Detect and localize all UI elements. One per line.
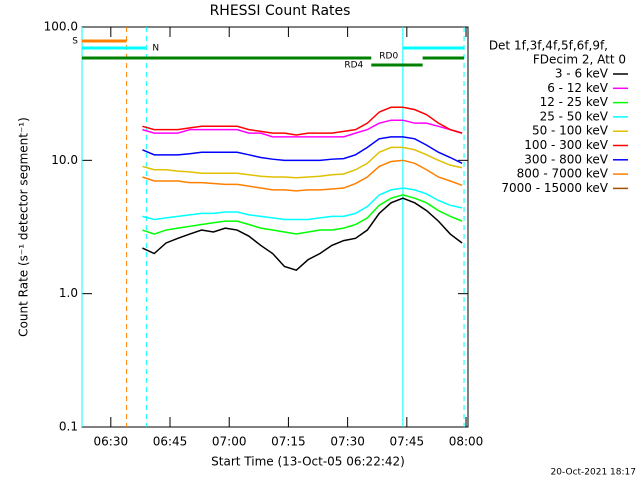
legend-label: 7000 - 15000 keV — [501, 181, 608, 195]
legend-header: Det 1f,3f,4f,5f,6f,9f, — [489, 39, 608, 53]
legend-header: FDecim 2, Att 0 — [533, 53, 626, 67]
y-tick-label: 1.0 — [59, 286, 78, 300]
flag-label: S — [72, 37, 78, 47]
y-axis-label: Count Rate (s⁻¹ detector segment⁻¹) — [17, 117, 31, 337]
series-line — [142, 136, 463, 164]
legend-label: 3 - 6 keV — [555, 67, 609, 81]
plot-frame — [81, 26, 469, 428]
x-tick-label: 07:30 — [330, 435, 365, 449]
series-line — [142, 119, 463, 138]
x-tick-label: 07:00 — [212, 435, 247, 449]
legend-label: 100 - 300 keV — [524, 138, 608, 152]
legend-label: 12 - 25 keV — [540, 95, 609, 109]
series-line — [142, 146, 463, 179]
legend-label: 300 - 800 keV — [524, 152, 608, 166]
legend-label: 800 - 7000 keV — [517, 167, 609, 181]
legend-label: 25 - 50 keV — [540, 109, 609, 123]
flag-label: N — [152, 44, 159, 54]
y-tick-label: 10.0 — [51, 153, 78, 167]
legend-label: 50 - 100 keV — [532, 124, 609, 138]
series-line — [142, 159, 463, 192]
series-line — [142, 194, 463, 235]
y-tick-label: 0.1 — [59, 420, 78, 434]
chart-title: RHESSI Count Rates — [210, 3, 351, 19]
series-line — [142, 187, 463, 221]
series-line — [142, 197, 463, 272]
footer: 20-Oct-2021 18:17 — [551, 468, 636, 478]
series-line — [142, 106, 463, 136]
legend-label: 6 - 12 keV — [547, 81, 609, 95]
x-tick-label: 06:30 — [94, 435, 129, 449]
x-tick-label: 08:00 — [449, 435, 484, 449]
flag-label: RD0 — [379, 52, 398, 62]
flag-label: RD4 — [344, 61, 363, 71]
x-tick-label: 06:45 — [153, 435, 188, 449]
x-tick-label: 07:15 — [271, 435, 306, 449]
x-axis-label: Start Time (13-Oct-05 06:22:42) — [211, 455, 405, 469]
y-tick-label: 100.0 — [44, 20, 78, 34]
x-tick-label: 07:45 — [390, 435, 425, 449]
